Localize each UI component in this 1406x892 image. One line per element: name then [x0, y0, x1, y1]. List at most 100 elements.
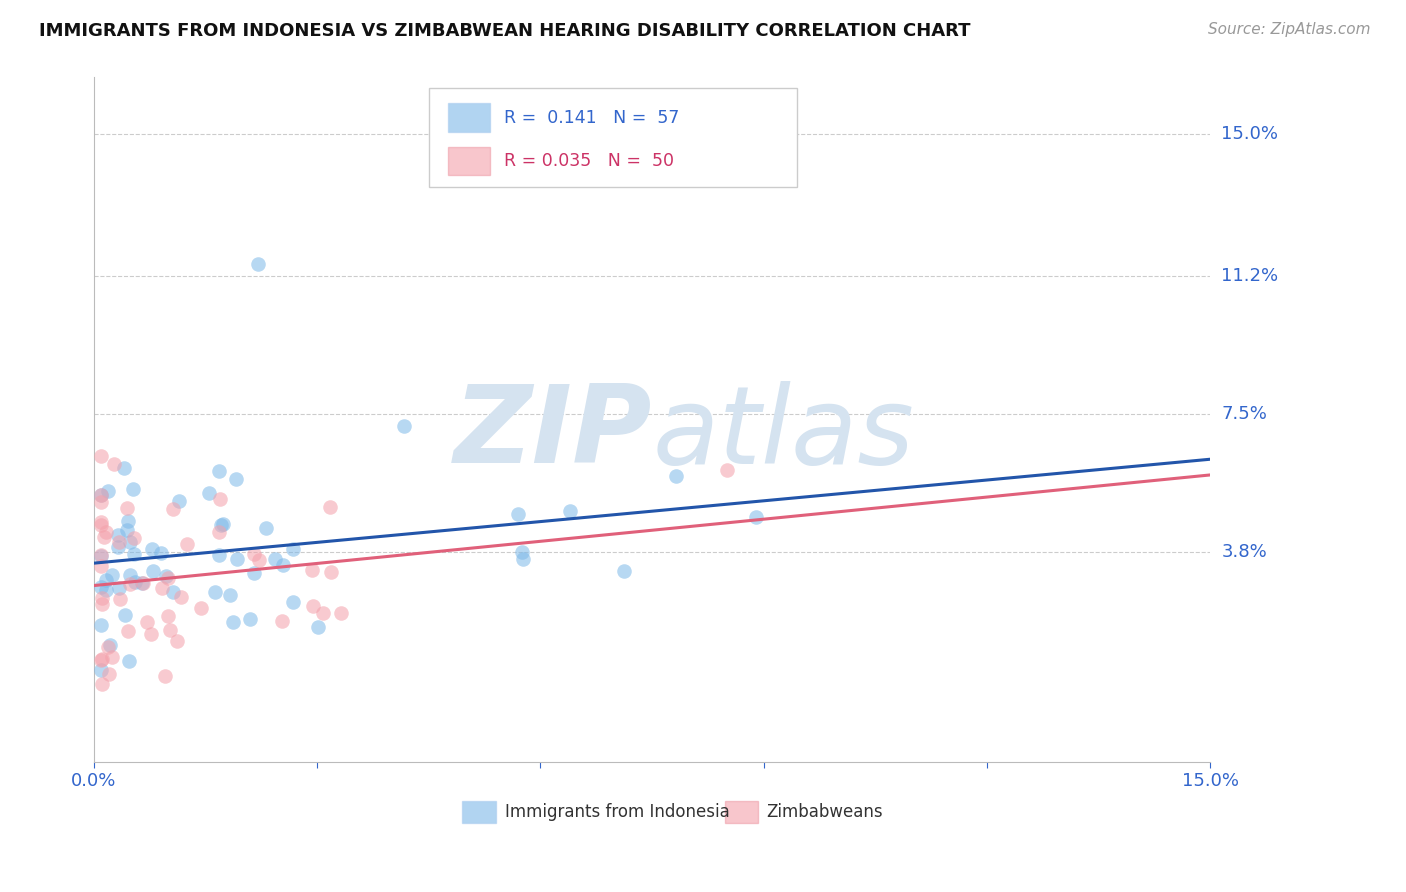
Point	[97, 667, 120, 681]
Point	[118, 534, 141, 549]
Point	[108, 591, 131, 606]
Point	[90, 518, 112, 533]
Point	[209, 492, 232, 507]
Point	[107, 527, 129, 541]
Point	[162, 501, 184, 516]
Text: 11.2%: 11.2%	[1222, 267, 1278, 285]
Point	[170, 591, 193, 605]
Point	[124, 575, 146, 590]
Point	[301, 599, 323, 614]
Point	[212, 517, 235, 532]
Point	[506, 508, 529, 522]
Point	[90, 495, 112, 509]
Point	[100, 567, 122, 582]
Point	[118, 576, 141, 591]
Point	[319, 565, 342, 579]
Point	[242, 566, 264, 580]
Point	[271, 558, 294, 573]
Point	[270, 614, 292, 628]
Point	[118, 654, 141, 668]
Point	[117, 514, 139, 528]
Point	[208, 464, 231, 478]
Point	[150, 581, 173, 595]
Point	[107, 540, 129, 554]
Point	[176, 537, 198, 551]
Point	[107, 535, 129, 549]
Point	[159, 624, 181, 638]
Point	[204, 584, 226, 599]
Point	[90, 663, 112, 677]
Point	[90, 449, 112, 463]
Point	[94, 573, 117, 587]
Point	[90, 559, 112, 574]
Point	[98, 638, 121, 652]
Point	[115, 523, 138, 537]
Point	[281, 595, 304, 609]
Point	[131, 575, 153, 590]
Text: Zimbabweans: Zimbabweans	[766, 804, 883, 822]
Point	[155, 569, 177, 583]
FancyBboxPatch shape	[449, 103, 491, 132]
Point	[149, 546, 172, 560]
Point	[246, 257, 269, 271]
Text: R =  0.141   N =  57: R = 0.141 N = 57	[503, 109, 679, 128]
Point	[90, 580, 112, 594]
Point	[512, 552, 534, 566]
Point	[281, 541, 304, 556]
Point	[90, 515, 112, 529]
Point	[222, 615, 245, 629]
Point	[156, 608, 179, 623]
Point	[132, 576, 155, 591]
Point	[242, 547, 264, 561]
Point	[208, 548, 231, 562]
Point	[91, 597, 114, 611]
Point	[190, 601, 212, 615]
Point	[90, 488, 112, 502]
FancyBboxPatch shape	[463, 801, 496, 823]
Point	[613, 564, 636, 578]
Point	[209, 518, 232, 533]
Point	[394, 419, 416, 434]
Point	[153, 669, 176, 683]
Point	[665, 468, 688, 483]
Text: 3.8%: 3.8%	[1222, 543, 1267, 561]
FancyBboxPatch shape	[429, 87, 797, 187]
Point	[156, 571, 179, 585]
Point	[744, 510, 766, 524]
Point	[90, 549, 112, 564]
Text: Immigrants from Indonesia: Immigrants from Indonesia	[505, 804, 730, 822]
Point	[162, 584, 184, 599]
Point	[225, 472, 247, 486]
Point	[208, 525, 231, 540]
Point	[93, 531, 115, 545]
Point	[101, 649, 124, 664]
Point	[225, 552, 247, 566]
Text: Source: ZipAtlas.com: Source: ZipAtlas.com	[1208, 22, 1371, 37]
Point	[115, 501, 138, 516]
Point	[91, 677, 114, 691]
Point	[114, 607, 136, 622]
Point	[97, 484, 120, 499]
Point	[122, 547, 145, 561]
Point	[90, 548, 112, 562]
Point	[96, 582, 118, 597]
Point	[136, 615, 159, 629]
FancyBboxPatch shape	[449, 146, 491, 176]
Point	[329, 606, 352, 620]
Point	[166, 633, 188, 648]
Point	[142, 564, 165, 578]
Point	[560, 504, 582, 518]
FancyBboxPatch shape	[724, 801, 758, 823]
Point	[247, 553, 270, 567]
Text: ZIP: ZIP	[454, 380, 652, 486]
Text: 15.0%: 15.0%	[1222, 125, 1278, 143]
Point	[120, 567, 142, 582]
Point	[90, 488, 112, 502]
Point	[716, 463, 738, 477]
Point	[103, 458, 125, 472]
Point	[97, 640, 120, 654]
Point	[96, 525, 118, 540]
Point	[312, 606, 335, 620]
Text: 7.5%: 7.5%	[1222, 405, 1267, 423]
Point	[122, 531, 145, 545]
